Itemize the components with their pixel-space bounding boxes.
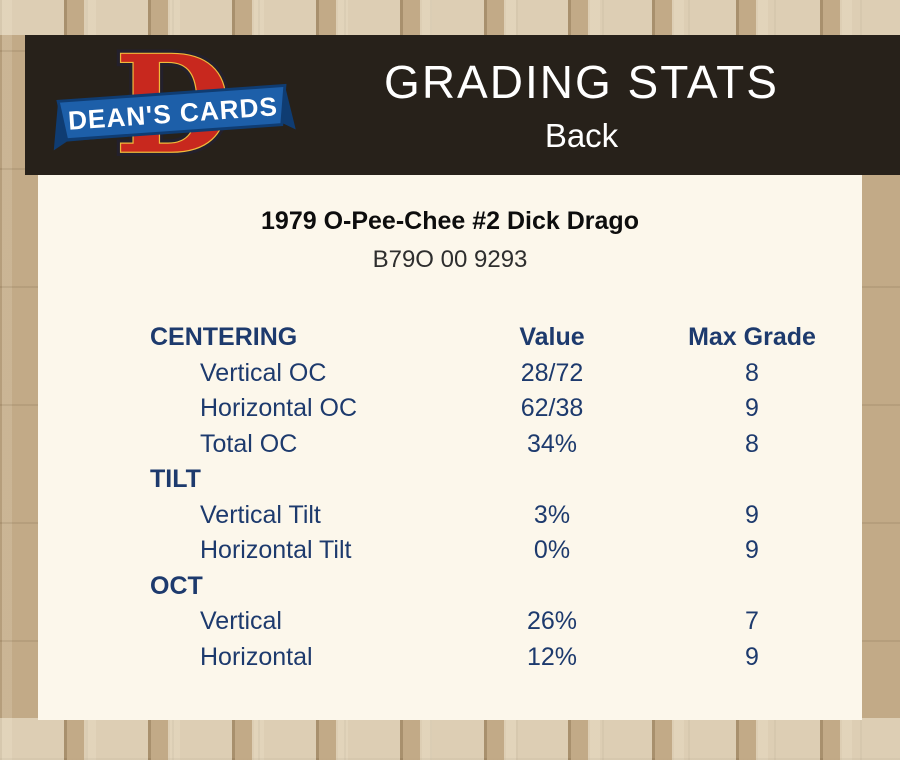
deans-cards-logo-icon: D D DEAN'S CARDS: [53, 37, 296, 173]
grading-table: CENTERING Value Max Grade Vertical OC 28/…: [150, 320, 862, 675]
row-label: Vertical Tilt: [200, 500, 321, 529]
row-value: 62/38: [520, 394, 584, 423]
column-header-centering: CENTERING: [150, 323, 298, 352]
table-row: Vertical 26% 7: [150, 604, 862, 640]
card-title: 1979 O-Pee-Chee #2 Dick Drago: [261, 207, 639, 235]
row-label: Vertical: [200, 607, 282, 636]
row-value: 0%: [533, 536, 571, 565]
grading-table-rows: Vertical OC 28/72 8 Horizontal OC 62/38 9 Tota…: [150, 356, 862, 676]
row-value: 3%: [533, 500, 571, 529]
background-card-collage-bottom: [0, 718, 900, 760]
row-max-grade: 9: [745, 394, 759, 423]
row-label: Vertical OC: [200, 358, 327, 387]
row-label: Horizontal: [200, 642, 313, 671]
card-serial-number: B79O 00 9293: [372, 246, 528, 273]
row-label: Horizontal OC: [200, 394, 357, 423]
header-text-block: GRADING STATS Back: [303, 55, 900, 155]
table-header-row: CENTERING Value Max Grade: [150, 320, 862, 356]
row-value: 34%: [526, 429, 578, 458]
table-row: Horizontal OC 62/38 9: [150, 391, 862, 427]
row-value: 26%: [526, 607, 578, 636]
deans-cards-logo[interactable]: D D DEAN'S CARDS: [43, 36, 303, 174]
row-label: Total OC: [200, 429, 298, 458]
row-max-grade: 7: [745, 607, 759, 636]
row-max-grade: 9: [745, 536, 759, 565]
page-subtitle: Back: [544, 117, 619, 154]
row-value: 28/72: [520, 358, 584, 387]
column-header-value: Value: [519, 323, 585, 352]
grading-panel: 1979 O-Pee-Chee #2 Dick Drago B79O 00 92…: [38, 175, 862, 720]
row-label: TILT: [150, 465, 201, 494]
row-label: OCT: [150, 571, 203, 600]
column-header-max-grade: Max Grade: [688, 323, 816, 352]
table-section-header: TILT: [150, 462, 862, 498]
logo-ribbon: DEAN'S CARDS: [53, 83, 296, 151]
table-row: Vertical OC 28/72 8: [150, 356, 862, 392]
background-card-collage-top: [0, 0, 900, 35]
row-max-grade: 9: [745, 500, 759, 529]
row-label: Horizontal Tilt: [200, 536, 352, 565]
table-row: Vertical Tilt 3% 9: [150, 498, 862, 534]
row-max-grade: 8: [745, 358, 759, 387]
header-bar: D D DEAN'S CARDS GRADING STATS Back: [25, 35, 900, 175]
row-max-grade: 9: [745, 642, 759, 671]
page-title: GRADING STATS: [384, 56, 779, 108]
table-row: Total OC 34% 8: [150, 427, 862, 463]
table-row: Horizontal Tilt 0% 9: [150, 533, 862, 569]
table-row: Horizontal 12% 9: [150, 640, 862, 676]
row-value: 12%: [526, 642, 578, 671]
table-section-header: OCT: [150, 569, 862, 605]
row-max-grade: 8: [745, 429, 759, 458]
